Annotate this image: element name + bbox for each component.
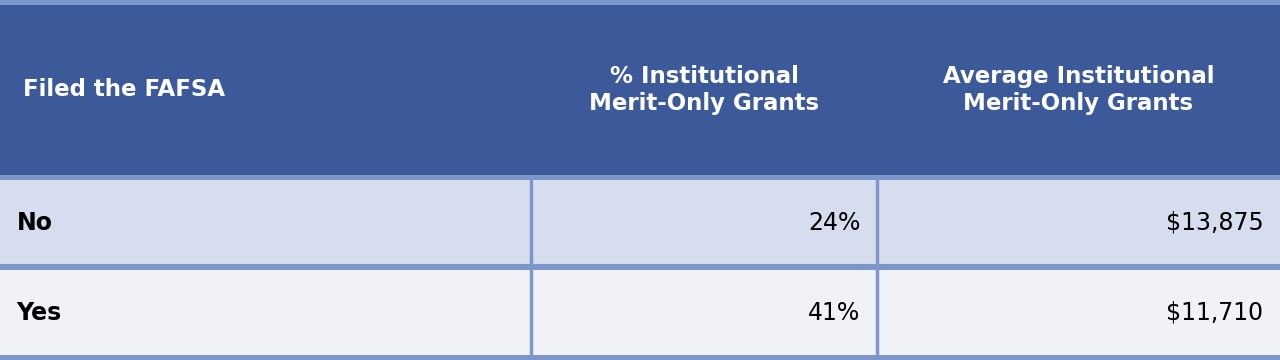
Text: Average Institutional
Merit-Only Grants: Average Institutional Merit-Only Grants <box>942 65 1215 115</box>
Text: $11,710: $11,710 <box>1166 301 1263 324</box>
FancyBboxPatch shape <box>0 5 1280 175</box>
Text: 41%: 41% <box>808 301 860 324</box>
Text: 24%: 24% <box>808 211 860 234</box>
Text: $13,875: $13,875 <box>1166 211 1263 234</box>
Text: % Institutional
Merit-Only Grants: % Institutional Merit-Only Grants <box>589 65 819 115</box>
FancyBboxPatch shape <box>0 270 1280 355</box>
Text: No: No <box>17 211 52 234</box>
Text: Yes: Yes <box>17 301 61 324</box>
Text: Filed the FAFSA: Filed the FAFSA <box>23 78 225 102</box>
FancyBboxPatch shape <box>0 180 1280 265</box>
